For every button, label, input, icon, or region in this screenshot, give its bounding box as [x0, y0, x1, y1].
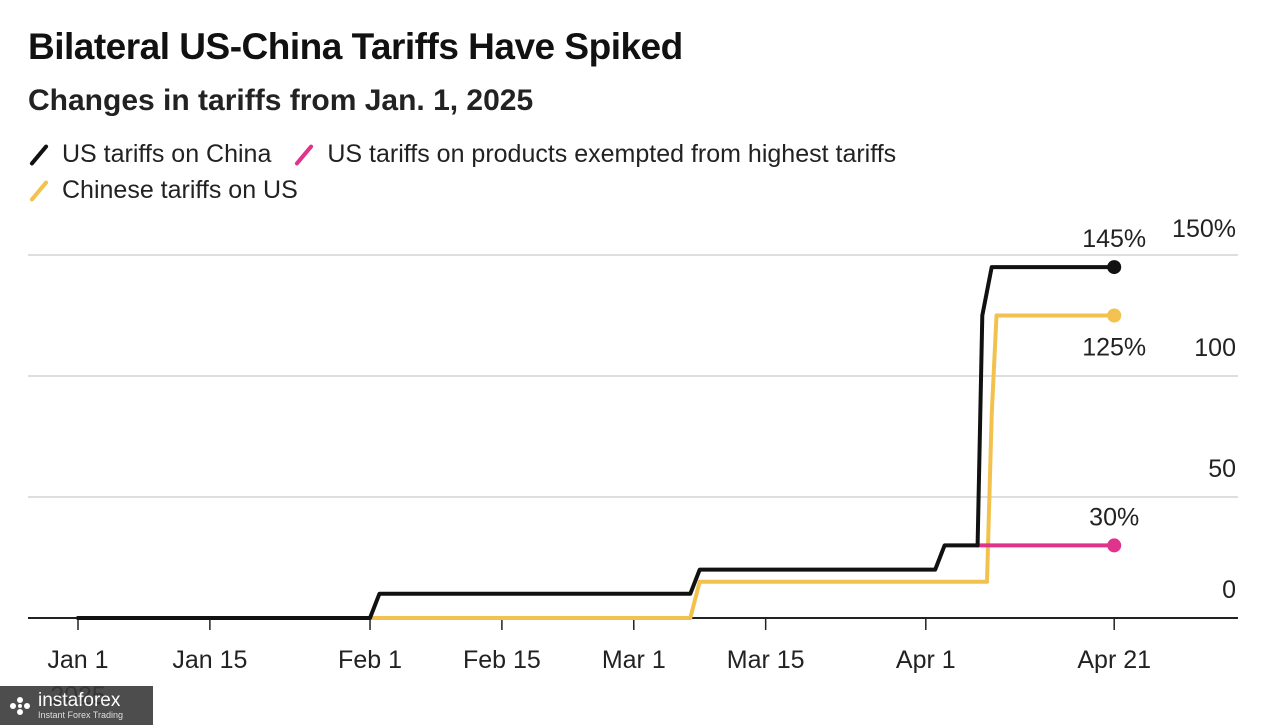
x-tick-label-1: Jan 15 [172, 646, 247, 674]
legend-row-2: Chinese tariffs on US [28, 176, 298, 205]
legend-label-chinese-tariffs: Chinese tariffs on US [62, 176, 298, 204]
x-tick-label-0: Jan 1 [47, 646, 108, 674]
x-tick-label-6: Apr 1 [896, 646, 956, 674]
y-tick-label-2: 100 [1194, 334, 1236, 362]
series-line-2 [76, 313, 1117, 620]
y-tick-label-0: 0 [1222, 576, 1236, 604]
series-endpoint-1 [1107, 538, 1122, 553]
y-tick-label-3: 150% [1172, 215, 1236, 243]
series-endpoint-2 [1107, 308, 1122, 323]
y-tick-label-1: 50 [1208, 455, 1236, 483]
x-tick-label-7: Apr 21 [1077, 646, 1151, 674]
x-tick-label-5: Mar 15 [727, 646, 805, 674]
chart-title: Bilateral US-China Tariffs Have Spiked [28, 26, 683, 67]
x-tick-label-2: Feb 1 [338, 646, 402, 674]
watermark-brand: instaforex [38, 689, 121, 711]
chart-subtitle: Changes in tariffs from Jan. 1, 2025 [28, 84, 534, 117]
annotation-label-2: 30% [1089, 503, 1139, 531]
series-endpoint-0 [1107, 260, 1122, 275]
legend-label-us-tariffs: US tariffs on China [62, 140, 272, 168]
annotation-label-0: 145% [1082, 225, 1146, 253]
legend-label-exempted: US tariffs on products exempted from hig… [327, 140, 897, 168]
instaforex-watermark: instaforex Instant Forex Trading [0, 686, 153, 725]
annotation-label-1: 125% [1082, 334, 1146, 362]
instaforex-logo-icon [10, 696, 30, 715]
watermark-tagline: Instant Forex Trading [38, 709, 124, 720]
series-line-0 [76, 265, 1117, 620]
x-tick-label-3: Feb 15 [463, 646, 541, 674]
legend-row-1: US tariffs on China US tariffs on produc… [28, 140, 896, 169]
x-tick-label-4: Mar 1 [602, 646, 666, 674]
